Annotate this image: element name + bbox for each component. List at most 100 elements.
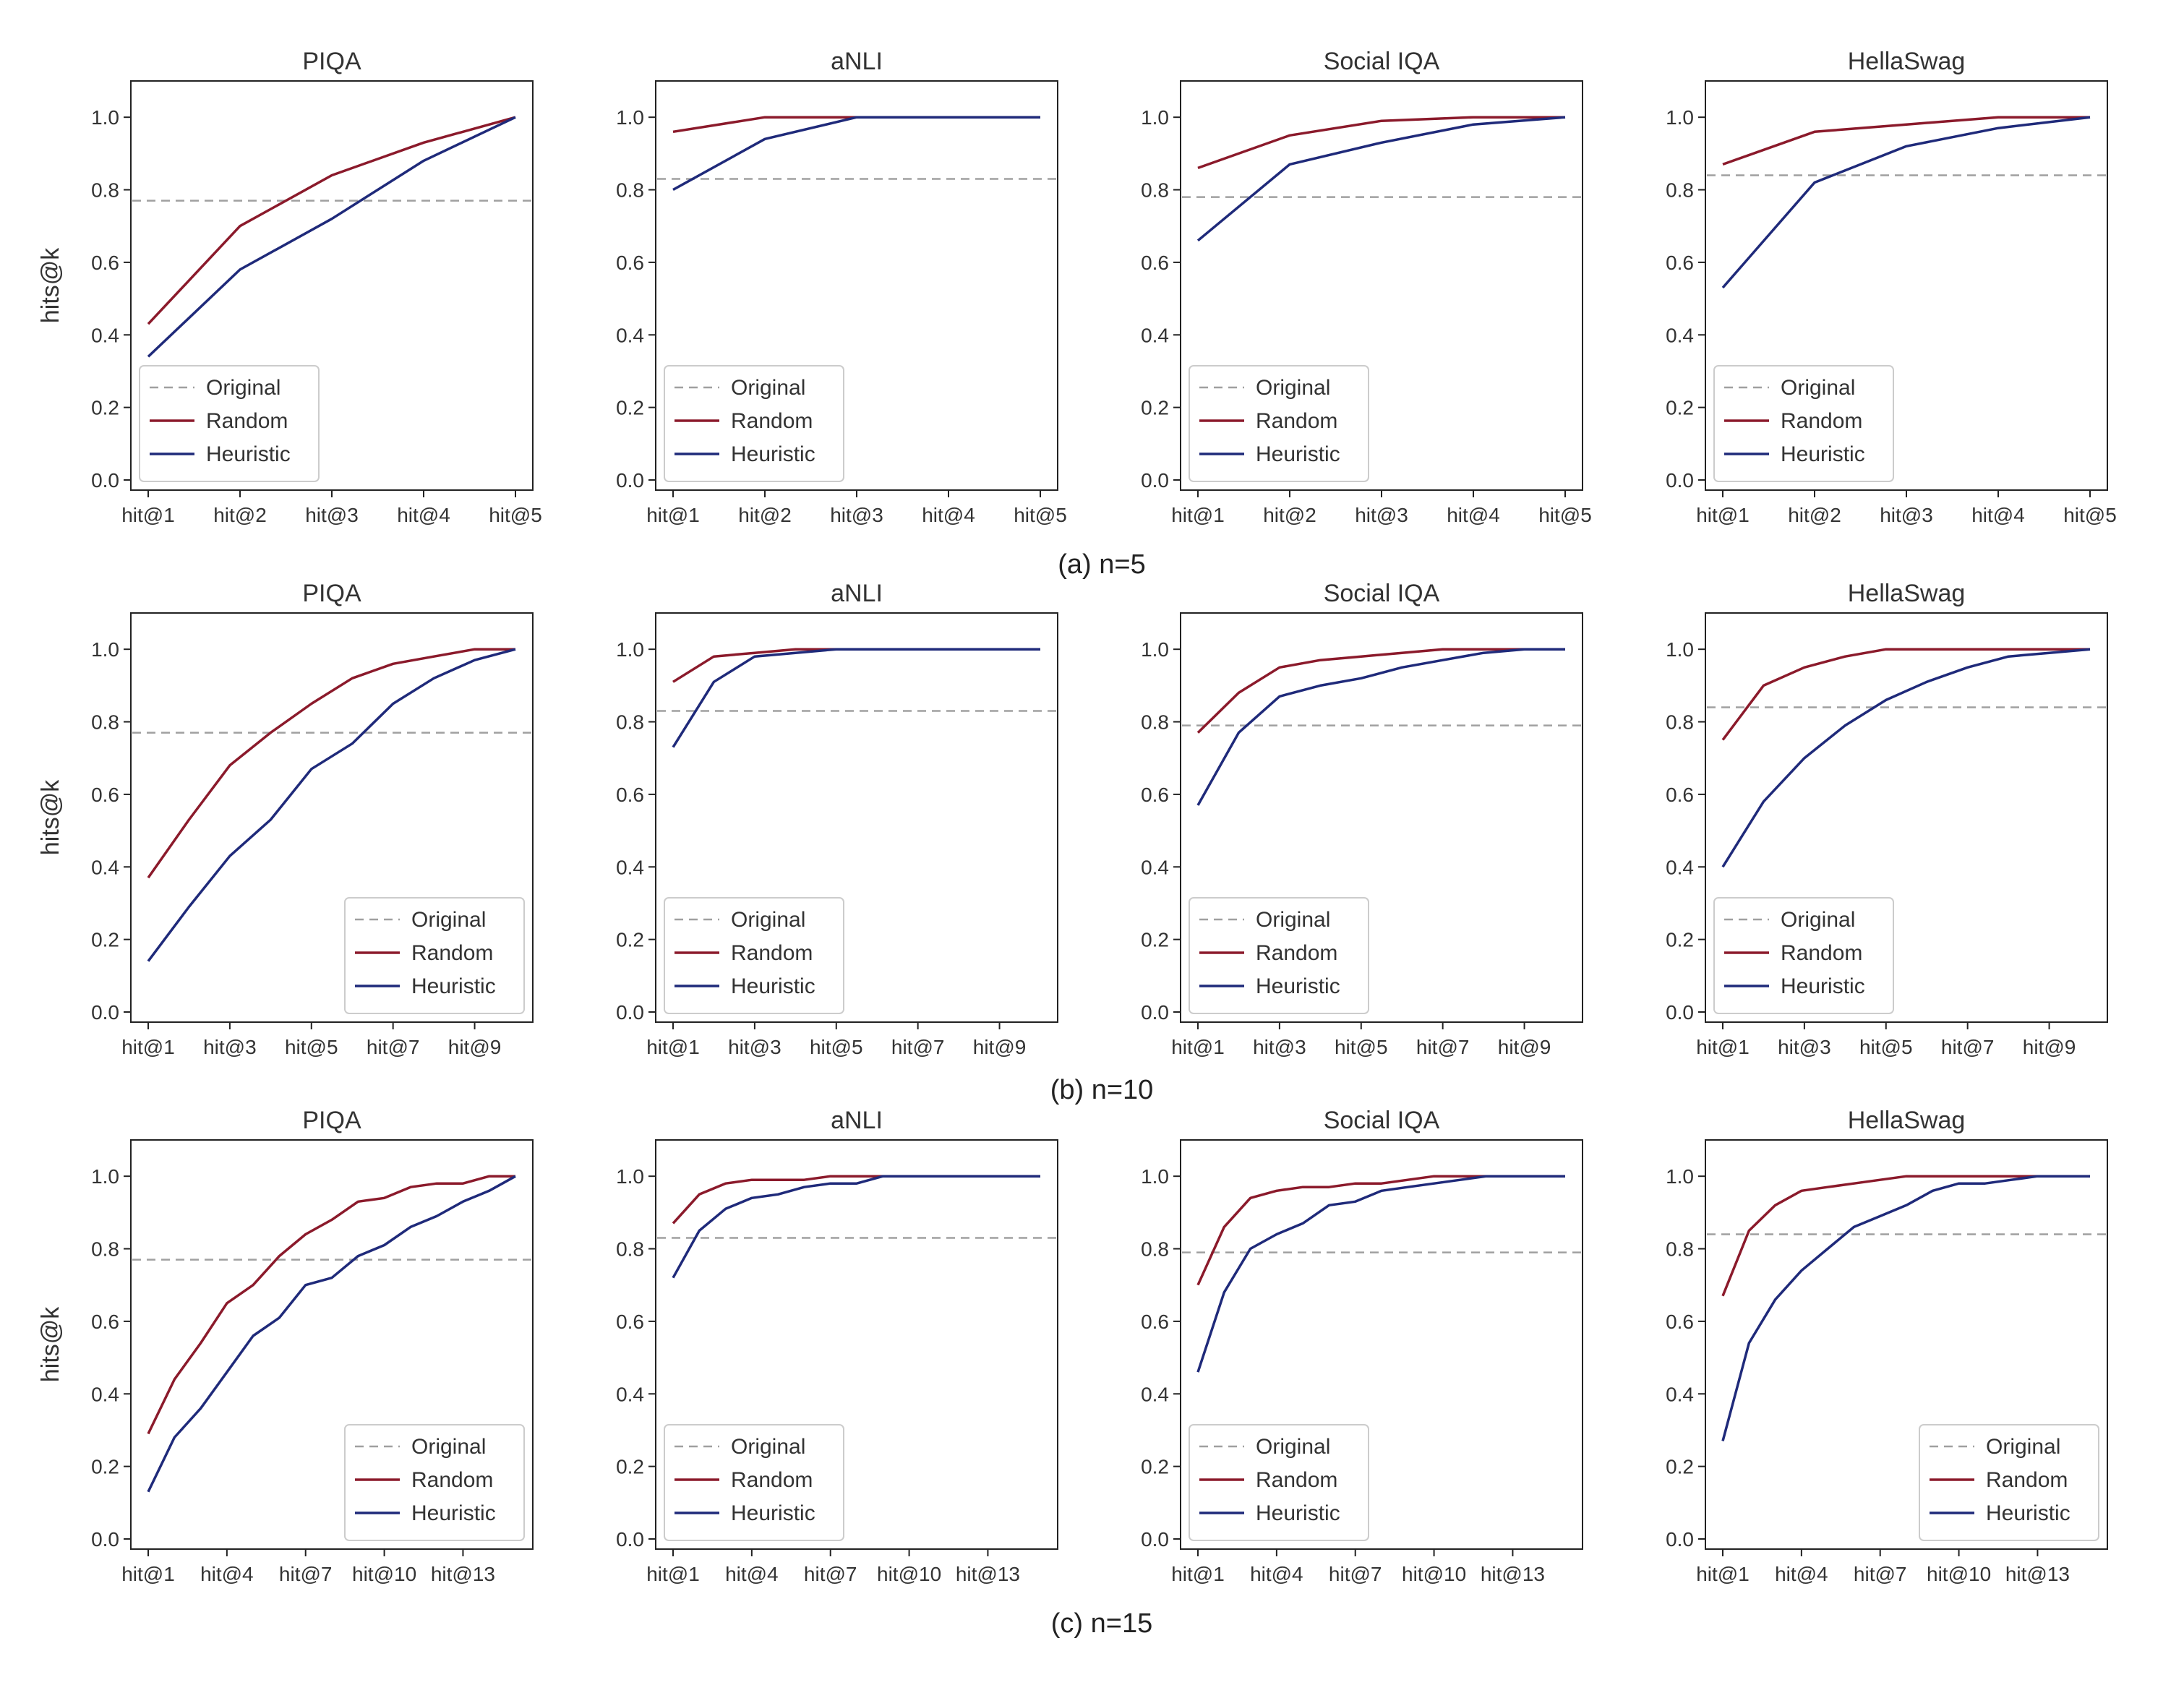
subplot-piqa: PIQA 0.0 0.2 0.4 0.6 0.8 1.0 hit@1 hit@2 hit@3 hit… xyxy=(37,48,542,526)
y-tick-label: 0.4 xyxy=(91,856,119,878)
legend-box xyxy=(1189,1424,1369,1541)
y-tick-label: 0.0 xyxy=(1666,1001,1694,1024)
x-tick-label: hit@7 xyxy=(279,1563,333,1585)
subplot-social-iqa: Social IQA 0.0 0.2 0.4 0.6 0.8 1.0 hit@1 hit@3 hi… xyxy=(1141,580,1583,1058)
legend-label-random: Random xyxy=(1781,409,1862,433)
legend: Original Random Heuristic xyxy=(664,897,844,1014)
x-tick-label: hit@1 xyxy=(646,504,700,526)
subplot-title: aNLI xyxy=(831,1107,883,1134)
y-tick-label: 0.8 xyxy=(1141,179,1169,202)
legend-label-random: Random xyxy=(206,409,288,433)
subplot-anli: aNLI 0.0 0.2 0.4 0.6 0.8 1.0 hit@1 hit@4 hit@7 hit… xyxy=(616,1107,1058,1585)
series-line-random xyxy=(147,1175,515,1435)
subplot-hellaswag: HellaSwag 0.0 0.2 0.4 0.6 0.8 1.0 hit@1 hit@3 hit… xyxy=(1666,580,2108,1058)
legend-box xyxy=(664,365,844,482)
x-tick-label: hit@7 xyxy=(891,1036,945,1058)
series-line-heuristic xyxy=(672,1175,1040,1279)
legend-label-original: Original xyxy=(206,376,281,400)
subplot-title: HellaSwag xyxy=(1848,1107,1966,1134)
legend: Original Random Heuristic xyxy=(1189,365,1369,482)
y-tick-label: 0.4 xyxy=(1141,1383,1169,1405)
x-tick-label: hit@9 xyxy=(973,1036,1027,1058)
legend-label-heuristic: Heuristic xyxy=(731,1501,815,1525)
x-tick-label: hit@7 xyxy=(1329,1563,1382,1585)
legend: Original Random Heuristic xyxy=(1189,1424,1369,1541)
series-line-random xyxy=(147,116,516,325)
legend-label-heuristic: Heuristic xyxy=(1256,1501,1340,1525)
legend-label-original: Original xyxy=(1256,376,1330,400)
legend-label-heuristic: Heuristic xyxy=(1781,974,1865,998)
x-tick-label: hit@3 xyxy=(1880,504,1933,526)
y-axis-label: hits@k xyxy=(37,779,64,855)
x-tick-label: hit@7 xyxy=(804,1563,857,1585)
y-tick-label: 0.4 xyxy=(1666,856,1694,878)
legend-label-heuristic: Heuristic xyxy=(731,974,815,998)
subplot-anli: aNLI 0.0 0.2 0.4 0.6 0.8 1.0 hit@1 hit@2 hit@3 hit… xyxy=(616,48,1067,526)
legend: Original Random Heuristic xyxy=(664,1424,844,1541)
legend-label-heuristic: Heuristic xyxy=(1256,442,1340,466)
legend-box xyxy=(664,897,844,1014)
y-tick-label: 0.8 xyxy=(616,1238,644,1261)
series-line-heuristic xyxy=(1721,1175,2090,1441)
subplot-title: PIQA xyxy=(302,580,361,607)
y-tick-label: 0.2 xyxy=(91,397,119,419)
legend-box xyxy=(1713,897,1894,1014)
legend: Original Random Heuristic xyxy=(344,1424,525,1541)
x-tick-label: hit@4 xyxy=(922,504,975,526)
y-tick-label: 0.6 xyxy=(1666,784,1694,806)
subplot-piqa: PIQA 0.0 0.2 0.4 0.6 0.8 1.0 hit@1 hit@4 hit@7 hit… xyxy=(37,1107,534,1585)
x-tick-label: hit@10 xyxy=(352,1563,416,1585)
subplot-title: aNLI xyxy=(831,48,883,75)
caption-c: (c) n=15 xyxy=(1051,1608,1152,1639)
legend-label-original: Original xyxy=(1781,376,1855,400)
subplot-title: Social IQA xyxy=(1324,580,1440,607)
x-tick-label: hit@1 xyxy=(1696,1036,1750,1058)
y-tick-label: 0.2 xyxy=(1666,397,1694,419)
x-tick-label: hit@9 xyxy=(1498,1036,1551,1058)
subplot-hellaswag: HellaSwag 0.0 0.2 0.4 0.6 0.8 1.0 hit@1 hit@4 hit… xyxy=(1666,1107,2108,1585)
legend-label-random: Random xyxy=(1986,1468,2068,1492)
series-line-random xyxy=(1721,648,2090,741)
y-tick-label: 0.6 xyxy=(616,784,644,806)
y-tick-label: 1.0 xyxy=(1141,638,1169,661)
x-tick-label: hit@5 xyxy=(1335,1036,1388,1058)
legend-label-heuristic: Heuristic xyxy=(206,442,291,466)
legend-label-original: Original xyxy=(731,1435,805,1459)
legend-label-random: Random xyxy=(731,1468,813,1492)
x-tick-label: hit@13 xyxy=(1481,1563,1545,1585)
subplot-title: HellaSwag xyxy=(1848,48,1966,75)
y-tick-label: 0.4 xyxy=(1141,324,1169,346)
caption-a: (a) n=5 xyxy=(1058,549,1145,580)
legend-label-heuristic: Heuristic xyxy=(411,1501,496,1525)
y-tick-label: 0.8 xyxy=(616,179,644,202)
x-tick-label: hit@1 xyxy=(121,1563,175,1585)
x-tick-label: hit@4 xyxy=(1971,504,2025,526)
subplot-piqa: PIQA 0.0 0.2 0.4 0.6 0.8 1.0 hit@1 hit@3 hit@5 hit… xyxy=(37,580,534,1058)
subplot-title: Social IQA xyxy=(1324,48,1440,75)
y-tick-label: 0.0 xyxy=(616,1528,644,1551)
x-tick-label: hit@7 xyxy=(1941,1036,1995,1058)
legend: Original Random Heuristic xyxy=(1919,1424,2099,1541)
subplot-social-iqa: Social IQA 0.0 0.2 0.4 0.6 0.8 1.0 hit@1 hit@2 hi… xyxy=(1141,48,1592,526)
y-tick-label: 1.0 xyxy=(1666,1165,1694,1188)
x-tick-label: hit@1 xyxy=(1171,1036,1225,1058)
series-line-heuristic xyxy=(147,116,516,358)
y-tick-label: 0.0 xyxy=(1141,1001,1169,1024)
y-tick-label: 0.0 xyxy=(91,1001,119,1024)
series-line-heuristic xyxy=(1196,116,1566,242)
y-tick-label: 0.4 xyxy=(1666,1383,1694,1405)
legend: Original Random Heuristic xyxy=(664,365,844,482)
x-tick-label: hit@13 xyxy=(2005,1563,2070,1585)
x-tick-label: hit@7 xyxy=(1854,1563,1907,1585)
subplot-title: aNLI xyxy=(831,580,883,607)
series-line-heuristic xyxy=(672,116,1040,192)
legend-label-original: Original xyxy=(1986,1435,2060,1459)
subplot-title: HellaSwag xyxy=(1848,580,1966,607)
legend-label-heuristic: Heuristic xyxy=(1256,974,1340,998)
legend-label-random: Random xyxy=(731,941,813,965)
legend-label-random: Random xyxy=(411,941,493,965)
caption-b: (b) n=10 xyxy=(1050,1075,1154,1105)
y-tick-label: 0.6 xyxy=(1666,252,1694,274)
x-tick-label: hit@5 xyxy=(1538,504,1592,526)
legend-label-original: Original xyxy=(731,376,805,400)
